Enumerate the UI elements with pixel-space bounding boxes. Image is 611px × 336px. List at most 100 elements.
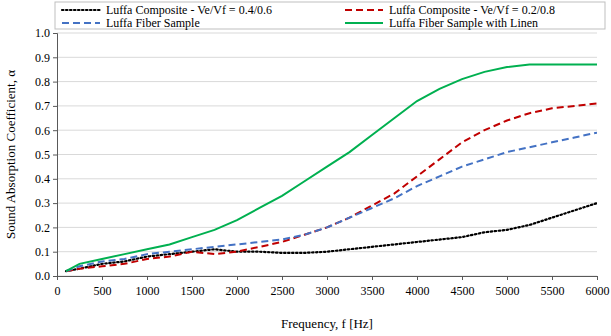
x-tick-label: 5500	[541, 284, 565, 298]
grid-line	[57, 203, 597, 204]
grid-line	[57, 105, 597, 106]
x-tick-label: 3000	[316, 284, 340, 298]
x-tick: 0	[55, 276, 61, 298]
grid-line	[57, 81, 597, 82]
x-tick: 2500	[271, 276, 295, 298]
grid-line	[57, 154, 597, 155]
y-tick-mark	[53, 276, 57, 277]
grid-line	[57, 178, 597, 179]
legend: Luffa Composite - Ve/Vf = 0.4/0.6 Luffa C…	[55, 2, 605, 30]
legend-label: Luffa Fiber Sample with Linen	[389, 16, 538, 30]
x-axis-line	[58, 277, 598, 281]
x-tick-mark	[552, 276, 553, 280]
y-tick: 0.3	[35, 196, 57, 210]
y-axis-title: Sound Absorption Coefficient, α	[3, 70, 18, 239]
y-axis-line	[53, 34, 58, 277]
y-tick-label: 1.0	[35, 26, 50, 40]
series-line	[66, 203, 597, 271]
y-tick-label: 0.4	[35, 172, 50, 186]
legend-swatch	[62, 22, 100, 24]
x-tick: 3500	[361, 276, 385, 298]
x-tick: 2000	[226, 276, 250, 298]
y-tick: 1.0	[35, 26, 57, 40]
x-tick-label: 2000	[226, 284, 250, 298]
y-tick: 0.4	[35, 172, 57, 186]
y-tick: 0.5	[35, 148, 57, 162]
y-tick-mark	[53, 227, 57, 228]
y-tick-label: 0.6	[35, 124, 50, 138]
x-tick: 5500	[541, 276, 565, 298]
y-tick-mark	[53, 130, 57, 131]
y-tick-label: 0.7	[35, 99, 50, 113]
series-line	[66, 103, 597, 271]
grid	[57, 33, 597, 276]
y-axis: 0.0 0.1 0.2 0.3 0.4 0.5 0.6 0.7 0.8 0.9 1.0	[35, 26, 58, 283]
x-tick: 1500	[181, 276, 205, 298]
x-tick: 3000	[316, 276, 340, 298]
x-tick: 4500	[451, 276, 475, 298]
x-tick: 1000	[136, 276, 160, 298]
legend-swatch	[62, 9, 100, 11]
x-tick-label: 5000	[496, 284, 520, 298]
y-tick-label: 0.9	[35, 51, 50, 65]
chart: 0 500 1000 1500 2000 2500 3000 3500 4000 4500 5000…	[0, 0, 611, 336]
y-tick-label: 0.5	[35, 148, 50, 162]
x-tick: 500	[94, 276, 112, 298]
grid-line	[57, 130, 597, 131]
legend-label: Luffa Fiber Sample	[106, 16, 200, 30]
x-tick-mark	[372, 276, 373, 280]
y-tick-mark	[53, 179, 57, 180]
grid-line	[57, 57, 597, 58]
legend-swatch	[345, 22, 383, 24]
legend-frame	[55, 2, 605, 29]
x-tick-label: 2500	[271, 284, 295, 298]
x-tick-label: 4000	[406, 284, 430, 298]
y-tick: 0.2	[35, 221, 57, 235]
x-tick-mark	[327, 276, 328, 280]
y-tick: 0.7	[35, 99, 57, 113]
y-tick-mark	[53, 57, 57, 58]
x-tick-mark	[147, 276, 148, 280]
x-tick-label: 6000	[586, 284, 610, 298]
plot-area: 0 500 1000 1500 2000 2500 3000 3500 4000 4500 5000…	[35, 26, 610, 298]
y-tick-mark	[53, 155, 57, 156]
y-tick-label: 0.8	[35, 75, 50, 89]
x-tick: 6000	[586, 276, 610, 298]
x-tick-label: 3500	[361, 284, 385, 298]
y-tick: 0.0	[35, 269, 57, 283]
y-tick: 0.1	[35, 245, 57, 259]
series-group	[66, 65, 597, 272]
x-tick-label: 0	[55, 284, 61, 298]
grid-line	[57, 33, 597, 34]
series-line	[66, 65, 597, 272]
x-tick-label: 4500	[451, 284, 475, 298]
y-tick-label: 0.3	[35, 196, 50, 210]
y-tick-mark	[53, 106, 57, 107]
x-tick-mark	[417, 276, 418, 280]
x-tick-label: 1000	[136, 284, 160, 298]
x-tick: 4000	[406, 276, 430, 298]
x-tick-mark	[282, 276, 283, 280]
x-tick-mark	[192, 276, 193, 280]
x-tick-mark	[507, 276, 508, 280]
y-tick-mark	[53, 82, 57, 83]
x-tick-mark	[462, 276, 463, 280]
x-tick-label: 500	[94, 284, 112, 298]
x-tick-label: 1500	[181, 284, 205, 298]
x-axis-title: Frequency, f [Hz]	[281, 316, 373, 331]
legend-swatch	[345, 9, 383, 11]
y-tick-mark	[53, 203, 57, 204]
legend-label: Luffa Composite - Ve/Vf = 0.4/0.6	[106, 3, 272, 17]
y-tick-mark	[53, 252, 57, 253]
x-axis: 0 500 1000 1500 2000 2500 3000 3500 4000 4500 5000…	[55, 276, 610, 298]
y-tick-label: 0.2	[35, 221, 50, 235]
y-tick-mark	[53, 33, 57, 34]
y-tick: 0.8	[35, 75, 57, 89]
legend-label: Luffa Composite - Ve/Vf = 0.2/0.8	[389, 3, 555, 17]
y-tick: 0.9	[35, 51, 57, 65]
y-tick-label: 0.1	[35, 245, 50, 259]
x-tick-mark	[237, 276, 238, 280]
x-tick-mark	[102, 276, 103, 280]
y-tick-label: 0.0	[35, 269, 50, 283]
y-tick: 0.6	[35, 124, 57, 138]
